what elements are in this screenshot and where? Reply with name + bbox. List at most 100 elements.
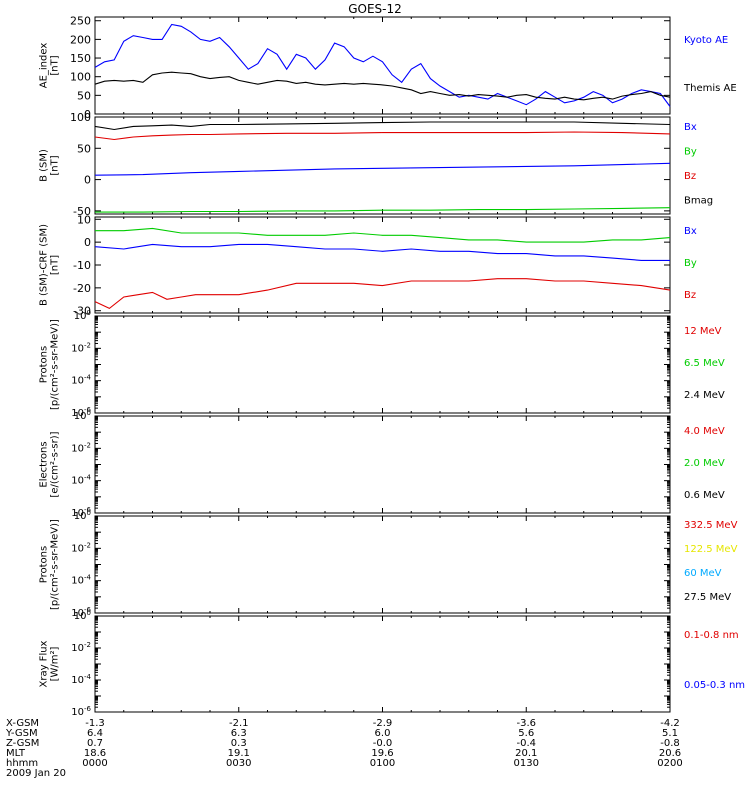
panel-frame (94, 515, 671, 614)
y-axis-label: AE_index (39, 43, 50, 89)
y-tick-exponent: -2 (84, 641, 91, 649)
x-tick-value: 0.3 (231, 738, 247, 749)
legend-label: Bx (684, 122, 697, 133)
legend-label: 0.1-0.8 nm (684, 630, 739, 641)
date-label: 2009 Jan 20 (6, 768, 66, 779)
legend-label: Themis AE (683, 83, 737, 94)
x-row-label: Y-GSM (5, 728, 38, 739)
y-tick-label: 10-6 (71, 705, 91, 718)
y-tick-label: 150 (70, 52, 91, 65)
series-line-bmag (94, 121, 671, 131)
y-tick-label: 100 (74, 509, 91, 522)
legend-label: 27.5 MeV (684, 592, 731, 603)
y-tick-exponent: 0 (87, 309, 91, 317)
x-tick-value: 0.7 (87, 738, 103, 749)
y-tick-label: 100 (74, 309, 91, 322)
legend-label: 60 MeV (684, 568, 722, 579)
panel-frame (94, 315, 671, 414)
y-tick-label: -10 (73, 259, 91, 272)
panel-1: 0 50 100 150 200 250 AE_index [nT] Kyoto AE Themi… (39, 15, 737, 121)
y-axis-label: [p/(cm²-s-sr-MeV)] (50, 319, 61, 410)
y-tick-exponent: -2 (84, 441, 91, 449)
y-tick-exponent: -4 (84, 673, 92, 681)
legend-label: 12 MeV (684, 326, 722, 337)
y-tick-label: -20 (73, 282, 91, 295)
legend-label: 0.05-0.3 nm (684, 680, 745, 691)
x-tick-value: -0.0 (373, 738, 393, 749)
y-tick-exponent: -4 (84, 374, 92, 382)
y-axis-label: [e/(cm²-s-sr)] (50, 431, 61, 497)
y-axis-label: [nT] (50, 155, 61, 175)
legend-label: 122.5 MeV (684, 544, 738, 555)
y-tick-exponent: -2 (84, 341, 91, 349)
y-axis-label: Xray Flux (39, 640, 50, 687)
legend-label: 6.5 MeV (684, 358, 725, 369)
x-tick-value: 19.1 (228, 748, 250, 759)
y-tick-label: 10-4 (71, 673, 91, 686)
legend-label: 4.0 MeV (684, 426, 725, 437)
panel-2: -50 0 50 100 B (SM) [nT] Bx By Bz Bmag (39, 111, 714, 218)
x-tick-value: -3.6 (516, 718, 536, 729)
legend-label: Bz (684, 171, 696, 182)
x-tick-value: -0.8 (660, 738, 680, 749)
x-tick-value: -4.2 (660, 718, 680, 729)
x-tick-value: 0030 (226, 758, 251, 769)
series-line-themis-ae (94, 71, 671, 101)
y-tick-label: 0 (84, 174, 91, 187)
x-tick-value: 0200 (657, 758, 682, 769)
y-tick-exponent: 0 (87, 609, 91, 617)
x-tick-value: -0.4 (516, 738, 536, 749)
y-tick-label: 0 (84, 108, 91, 121)
y-tick-label: 250 (70, 15, 91, 28)
panel-frame (94, 415, 671, 514)
y-tick-label: 10-2 (71, 441, 91, 454)
y-tick-label: 10-2 (71, 641, 91, 654)
y-tick-label: -50 (73, 205, 91, 218)
y-tick-label: 50 (77, 89, 91, 102)
x-tick-value: 6.4 (87, 728, 103, 739)
y-tick-exponent: -2 (84, 541, 91, 549)
y-axis-label: Protons (39, 546, 50, 583)
y-tick-exponent: -6 (84, 506, 92, 514)
x-tick-value: 18.6 (84, 748, 106, 759)
series-line-bx (94, 162, 671, 176)
y-axis-label: [nT] (50, 255, 61, 275)
y-tick-label: -30 (73, 305, 91, 318)
legend-label: By (684, 258, 697, 269)
panel-frame (94, 615, 671, 713)
x-tick-value: 5.1 (662, 728, 678, 739)
x-tick-value: 19.6 (371, 748, 393, 759)
series-line-by (95, 227, 671, 243)
legend-label: Bmag (684, 196, 713, 207)
legend-label: 0.6 MeV (684, 490, 725, 501)
legend-label: 332.5 MeV (684, 520, 738, 531)
y-tick-label: 100 (74, 609, 91, 622)
panel-frame (94, 216, 671, 314)
series-line-bz (94, 278, 671, 310)
series-line-bz (94, 131, 671, 141)
series-line-by (95, 207, 671, 213)
y-tick-label: 100 (70, 111, 91, 124)
y-tick-exponent: -6 (84, 705, 92, 713)
series-line-kyoto-ae (94, 23, 671, 107)
y-tick-label: 10-4 (71, 474, 91, 487)
y-axis-label: [nT] (50, 55, 61, 75)
y-tick-label: 100 (74, 409, 91, 422)
x-tick-value: 0000 (82, 758, 107, 769)
y-tick-label: 10-2 (71, 541, 91, 554)
legend-label: 2.0 MeV (684, 458, 725, 469)
x-tick-value: 0130 (514, 758, 539, 769)
x-tick-value: 0100 (370, 758, 395, 769)
legend-label: 2.4 MeV (684, 390, 725, 401)
legend-label: By (684, 147, 697, 158)
y-axis-label: [p/(cm²-s-sr-MeV)] (50, 519, 61, 610)
x-tick-value: 6.0 (375, 728, 391, 739)
y-tick-label: 100 (70, 71, 91, 84)
y-tick-exponent: -6 (84, 406, 92, 414)
x-row-label: X-GSM (6, 718, 39, 729)
y-tick-label: 200 (70, 33, 91, 46)
x-tick-value: -2.1 (229, 718, 249, 729)
x-tick-value: 6.3 (231, 728, 247, 739)
